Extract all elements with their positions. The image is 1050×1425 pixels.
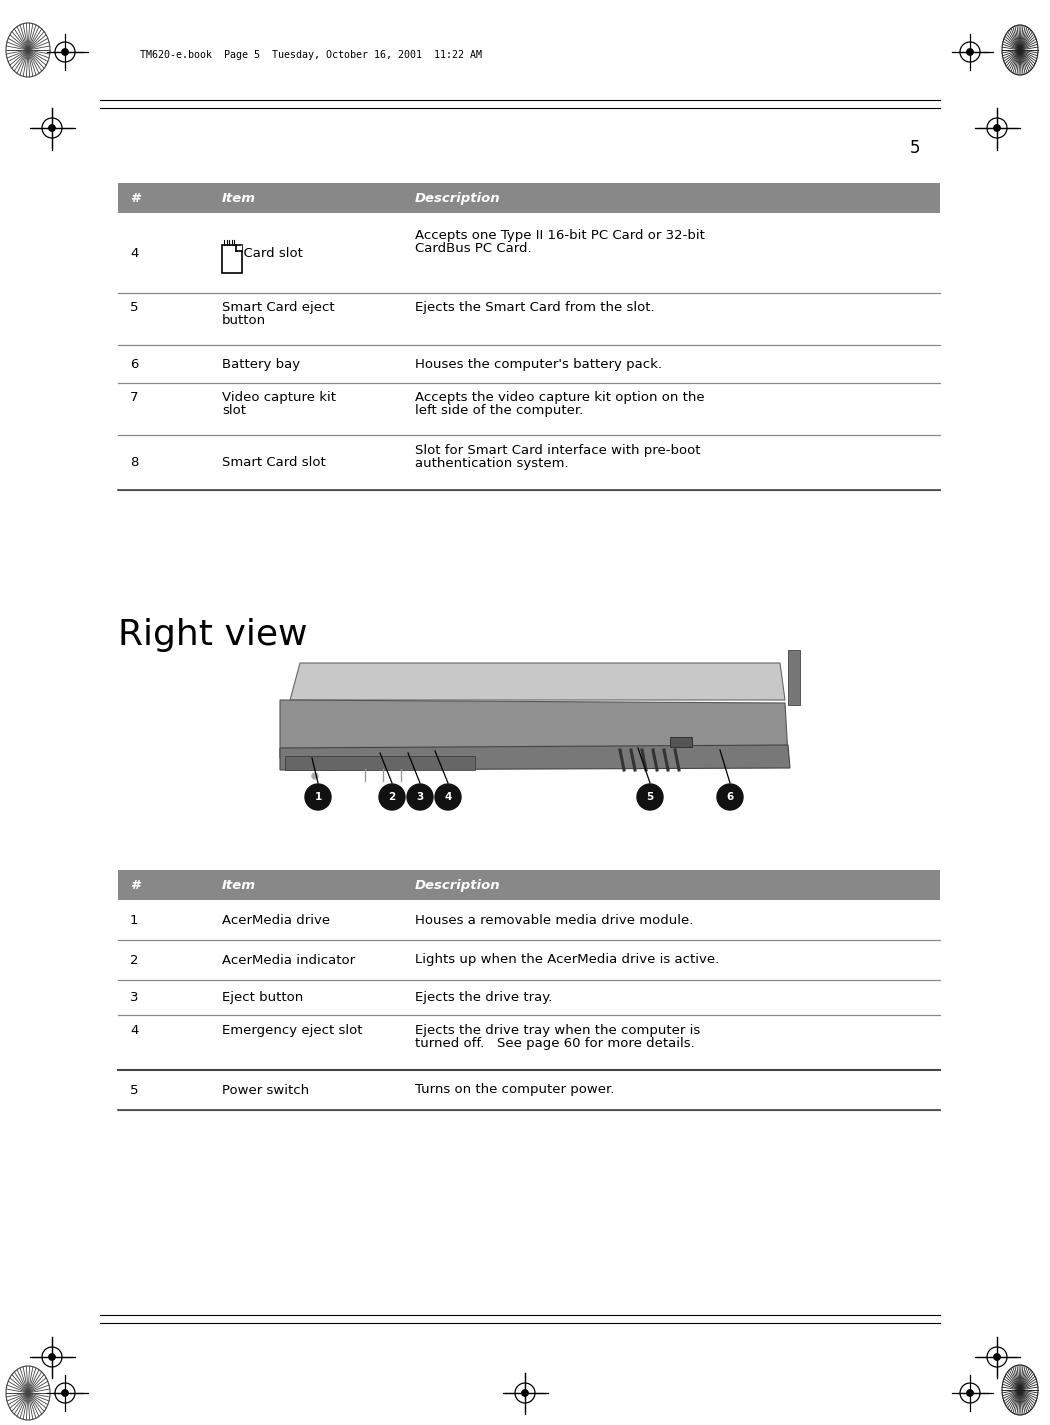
Text: 4: 4 xyxy=(444,792,452,802)
Bar xyxy=(670,737,692,747)
Text: Ejects the drive tray.: Ejects the drive tray. xyxy=(415,990,552,1005)
Bar xyxy=(285,757,475,770)
Text: 2: 2 xyxy=(388,792,396,802)
Circle shape xyxy=(960,1384,980,1404)
Text: 2: 2 xyxy=(130,953,139,966)
Circle shape xyxy=(993,125,1001,131)
Circle shape xyxy=(960,41,980,63)
Text: 5: 5 xyxy=(647,792,653,802)
Circle shape xyxy=(48,1354,56,1361)
Text: 5: 5 xyxy=(130,301,139,314)
Text: CardBus PC Card.: CardBus PC Card. xyxy=(415,242,531,255)
Text: Description: Description xyxy=(415,878,501,892)
Text: 4: 4 xyxy=(130,1025,139,1037)
Text: left side of the computer.: left side of the computer. xyxy=(415,405,583,418)
Circle shape xyxy=(967,1389,973,1396)
Text: Houses a removable media drive module.: Houses a removable media drive module. xyxy=(415,913,693,926)
Bar xyxy=(788,650,800,705)
Circle shape xyxy=(717,784,743,809)
Text: #: # xyxy=(130,878,140,892)
Bar xyxy=(118,182,940,212)
Text: authentication system.: authentication system. xyxy=(415,457,569,470)
Circle shape xyxy=(379,784,405,809)
Circle shape xyxy=(407,784,433,809)
Text: AcerMedia indicator: AcerMedia indicator xyxy=(222,953,355,966)
Circle shape xyxy=(48,125,56,131)
Circle shape xyxy=(55,41,75,63)
Polygon shape xyxy=(280,745,790,770)
Text: Eject button: Eject button xyxy=(222,990,303,1005)
Circle shape xyxy=(987,118,1007,138)
Text: Ejects the drive tray when the computer is: Ejects the drive tray when the computer … xyxy=(415,1025,700,1037)
Bar xyxy=(222,245,242,274)
Text: button: button xyxy=(222,314,266,328)
Circle shape xyxy=(62,1389,68,1396)
Polygon shape xyxy=(280,700,788,758)
Text: 5: 5 xyxy=(130,1083,139,1096)
Text: Right view: Right view xyxy=(118,618,308,653)
Circle shape xyxy=(522,1389,528,1396)
Text: 1: 1 xyxy=(314,792,321,802)
Circle shape xyxy=(967,48,973,56)
Text: Video capture kit: Video capture kit xyxy=(222,390,336,405)
Text: AcerMedia drive: AcerMedia drive xyxy=(222,913,330,926)
Text: #: # xyxy=(130,191,140,205)
Text: 3: 3 xyxy=(130,990,139,1005)
Circle shape xyxy=(55,1384,75,1404)
Text: Battery bay: Battery bay xyxy=(222,358,300,370)
Text: Slot for Smart Card interface with pre-boot: Slot for Smart Card interface with pre-b… xyxy=(415,445,700,457)
Bar xyxy=(118,871,940,901)
Circle shape xyxy=(435,784,461,809)
Text: Smart Card eject: Smart Card eject xyxy=(222,301,335,314)
Polygon shape xyxy=(236,245,242,251)
Text: 4: 4 xyxy=(130,247,139,259)
Text: 7: 7 xyxy=(130,390,139,405)
Text: Houses the computer's battery pack.: Houses the computer's battery pack. xyxy=(415,358,662,370)
Circle shape xyxy=(514,1384,536,1404)
Text: Lights up when the AcerMedia drive is active.: Lights up when the AcerMedia drive is ac… xyxy=(415,953,719,966)
Text: 1: 1 xyxy=(130,913,139,926)
Circle shape xyxy=(304,784,331,809)
Text: slot: slot xyxy=(222,405,246,418)
Circle shape xyxy=(987,1347,1007,1367)
Circle shape xyxy=(62,48,68,56)
Text: 8: 8 xyxy=(130,456,139,469)
Text: PC Card slot: PC Card slot xyxy=(222,247,302,259)
Text: Power switch: Power switch xyxy=(222,1083,309,1096)
Circle shape xyxy=(42,118,62,138)
Text: Accepts the video capture kit option on the: Accepts the video capture kit option on … xyxy=(415,390,705,405)
Text: 3: 3 xyxy=(417,792,423,802)
Circle shape xyxy=(637,784,663,809)
Text: Smart Card slot: Smart Card slot xyxy=(222,456,326,469)
Text: 6: 6 xyxy=(130,358,139,370)
Text: Item: Item xyxy=(222,878,256,892)
Text: Item: Item xyxy=(222,191,256,205)
Text: TM620-e.book  Page 5  Tuesday, October 16, 2001  11:22 AM: TM620-e.book Page 5 Tuesday, October 16,… xyxy=(140,50,482,60)
Text: 6: 6 xyxy=(727,792,734,802)
Text: Ejects the Smart Card from the slot.: Ejects the Smart Card from the slot. xyxy=(415,301,654,314)
Text: Emergency eject slot: Emergency eject slot xyxy=(222,1025,362,1037)
Circle shape xyxy=(993,1354,1001,1361)
Circle shape xyxy=(42,1347,62,1367)
Text: 5: 5 xyxy=(909,140,920,157)
Text: turned off.   See page 60 for more details.: turned off. See page 60 for more details… xyxy=(415,1037,695,1050)
Polygon shape xyxy=(290,663,785,700)
Circle shape xyxy=(312,772,318,779)
Text: Accepts one Type II 16-bit PC Card or 32-bit: Accepts one Type II 16-bit PC Card or 32… xyxy=(415,229,705,242)
Text: Description: Description xyxy=(415,191,501,205)
Text: Turns on the computer power.: Turns on the computer power. xyxy=(415,1083,614,1096)
